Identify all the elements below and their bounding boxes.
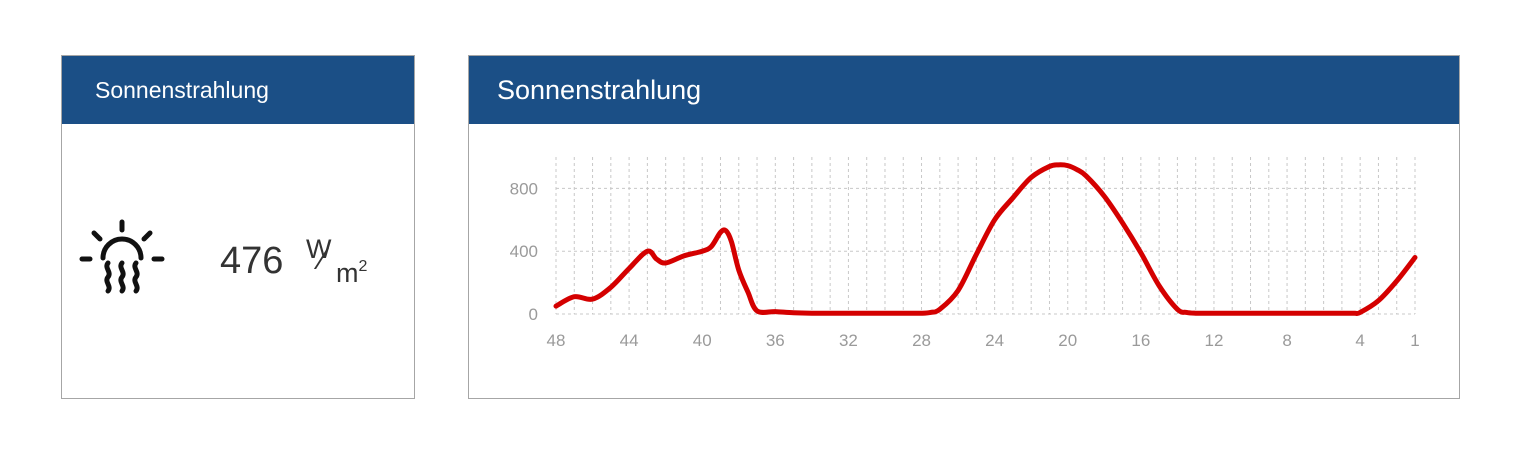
x-tick-label: 40: [693, 331, 712, 350]
chart-title: Sonnenstrahlung: [497, 74, 702, 105]
y-axis-ticks: 0 400 800: [510, 179, 538, 324]
y-tick-label: 0: [529, 305, 538, 324]
x-tick-label: 44: [620, 331, 639, 350]
x-axis-ticks: 48 44 40 36 32 28 24 20 16 12 8 4 1: [547, 331, 1420, 350]
history-chart-widget: Sonnenstrahlung 0 400 800 48 44 40 36 32 28 24 20…: [468, 55, 1460, 399]
x-tick-label: 4: [1355, 331, 1364, 350]
x-tick-label: 12: [1204, 331, 1223, 350]
sun-heat-icon: [79, 219, 165, 294]
widget-title: Sonnenstrahlung: [95, 76, 269, 103]
y-tick-label: 400: [510, 242, 538, 261]
x-tick-label: 8: [1282, 331, 1291, 350]
x-tick-label: 36: [766, 331, 785, 350]
unit-numerator: W: [305, 234, 332, 264]
radiation-line-chart: 0 400 800 48 44 40 36 32 28 24 20 16 12 8 4 1: [510, 157, 1420, 350]
widget-header: Sonnenstrahlung: [62, 56, 414, 124]
x-tick-label: 20: [1058, 331, 1077, 350]
current-value-widget: Sonnenstrahlung 476 W ⁄ m2: [61, 55, 415, 399]
series-line: [553, 162, 1418, 317]
unit-denominator-base: m: [335, 258, 359, 288]
chart-header: Sonnenstrahlung: [469, 56, 1459, 124]
unit-exponent: 2: [358, 258, 368, 275]
x-tick-label: 24: [985, 331, 1004, 350]
chart-series: [553, 162, 1418, 317]
x-tick-label: 28: [912, 331, 931, 350]
x-tick-label: 16: [1131, 331, 1150, 350]
y-tick-label: 800: [510, 179, 538, 198]
unit-slash: ⁄: [319, 243, 325, 276]
value-number: 476: [220, 240, 284, 282]
chart-grid: [555, 157, 1416, 315]
x-tick-label: 32: [839, 331, 858, 350]
x-tick-label: 1: [1410, 331, 1419, 350]
x-tick-label: 48: [547, 331, 566, 350]
value-unit: W ⁄ m2: [294, 234, 372, 288]
current-value: 476 W ⁄ m2: [220, 234, 372, 288]
unit-denominator: m2: [336, 258, 367, 289]
